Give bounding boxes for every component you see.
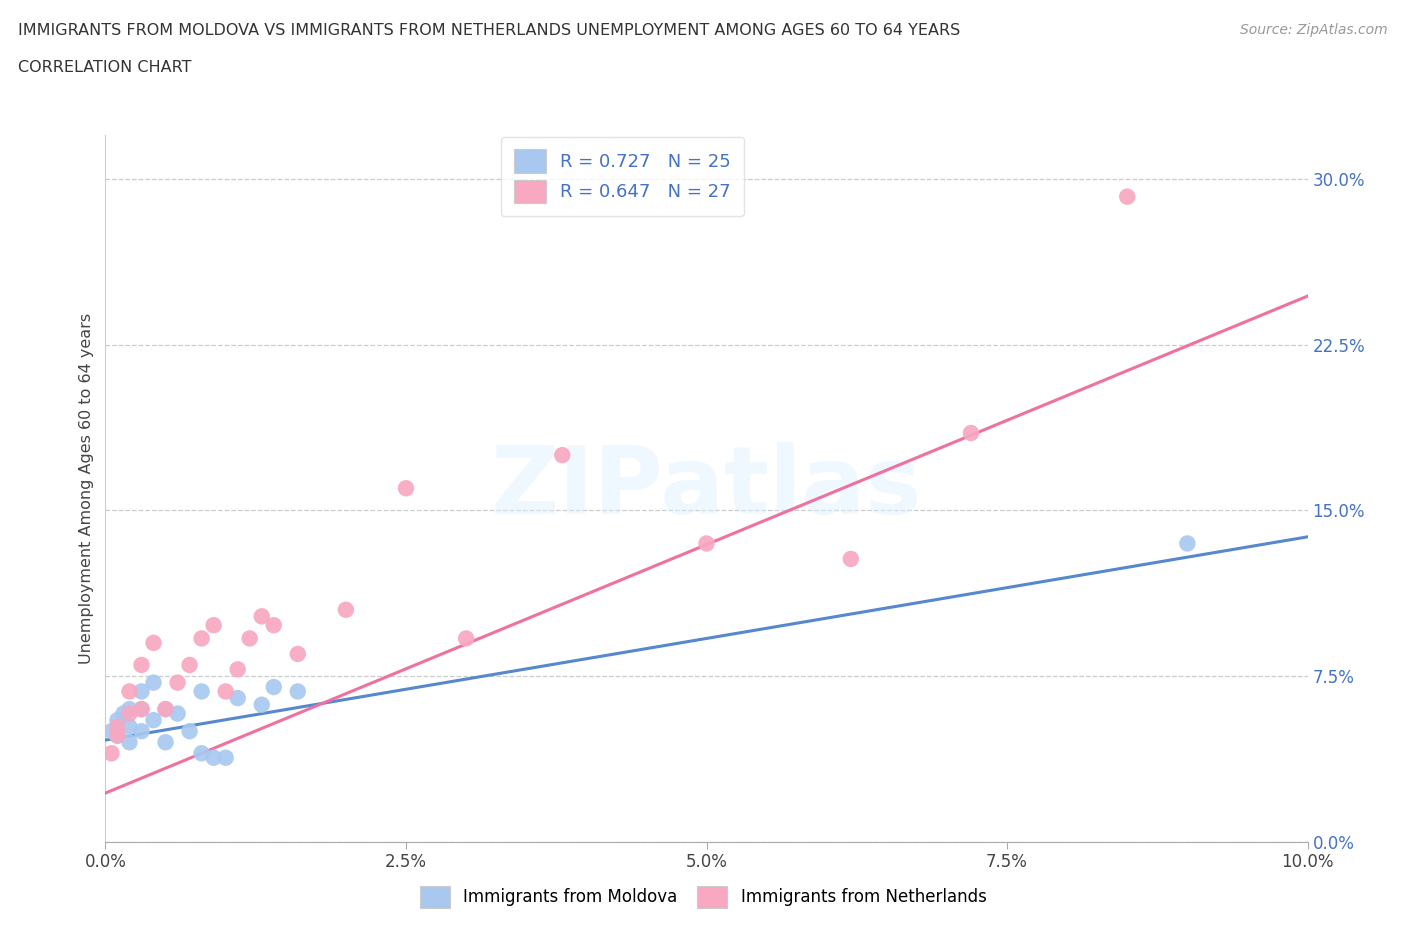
- Point: [263, 618, 285, 632]
- Point: [226, 662, 249, 677]
- Point: [142, 675, 165, 690]
- Point: [118, 706, 141, 721]
- Point: [839, 551, 862, 566]
- Point: [155, 702, 177, 717]
- Point: [142, 712, 165, 727]
- Text: IMMIGRANTS FROM MOLDOVA VS IMMIGRANTS FROM NETHERLANDS UNEMPLOYMENT AMONG AGES 6: IMMIGRANTS FROM MOLDOVA VS IMMIGRANTS FR…: [18, 23, 960, 38]
- Point: [960, 426, 983, 441]
- Point: [190, 746, 212, 761]
- Point: [131, 724, 153, 738]
- Point: [131, 702, 153, 717]
- Point: [202, 751, 225, 765]
- Point: [118, 684, 141, 699]
- Point: [155, 735, 177, 750]
- Point: [166, 706, 188, 721]
- Point: [395, 481, 418, 496]
- Point: [118, 720, 141, 735]
- Point: [335, 603, 357, 618]
- Point: [239, 631, 262, 646]
- Point: [142, 635, 165, 650]
- Point: [263, 680, 285, 695]
- Point: [166, 675, 188, 690]
- Point: [131, 684, 153, 699]
- Point: [112, 706, 135, 721]
- Text: Source: ZipAtlas.com: Source: ZipAtlas.com: [1240, 23, 1388, 37]
- Y-axis label: Unemployment Among Ages 60 to 64 years: Unemployment Among Ages 60 to 64 years: [79, 312, 94, 664]
- Point: [107, 728, 129, 743]
- Point: [190, 631, 212, 646]
- Point: [179, 658, 201, 672]
- Point: [155, 702, 177, 717]
- Point: [250, 698, 273, 712]
- Text: ZIPatlas: ZIPatlas: [491, 443, 922, 534]
- Point: [118, 735, 141, 750]
- Point: [100, 724, 122, 738]
- Point: [107, 712, 129, 727]
- Point: [131, 658, 153, 672]
- Point: [454, 631, 477, 646]
- Point: [1175, 536, 1198, 551]
- Point: [226, 691, 249, 706]
- Point: [100, 746, 122, 761]
- Legend: R = 0.727   N = 25, R = 0.647   N = 27: R = 0.727 N = 25, R = 0.647 N = 27: [501, 137, 744, 216]
- Point: [214, 684, 236, 699]
- Legend: Immigrants from Moldova, Immigrants from Netherlands: Immigrants from Moldova, Immigrants from…: [413, 880, 993, 914]
- Point: [190, 684, 212, 699]
- Text: CORRELATION CHART: CORRELATION CHART: [18, 60, 191, 75]
- Point: [287, 646, 309, 661]
- Point: [250, 609, 273, 624]
- Point: [1116, 190, 1139, 205]
- Point: [287, 684, 309, 699]
- Point: [107, 728, 129, 743]
- Point: [202, 618, 225, 632]
- Point: [214, 751, 236, 765]
- Point: [107, 720, 129, 735]
- Point: [179, 724, 201, 738]
- Point: [551, 447, 574, 462]
- Point: [118, 702, 141, 717]
- Point: [131, 702, 153, 717]
- Point: [696, 536, 718, 551]
